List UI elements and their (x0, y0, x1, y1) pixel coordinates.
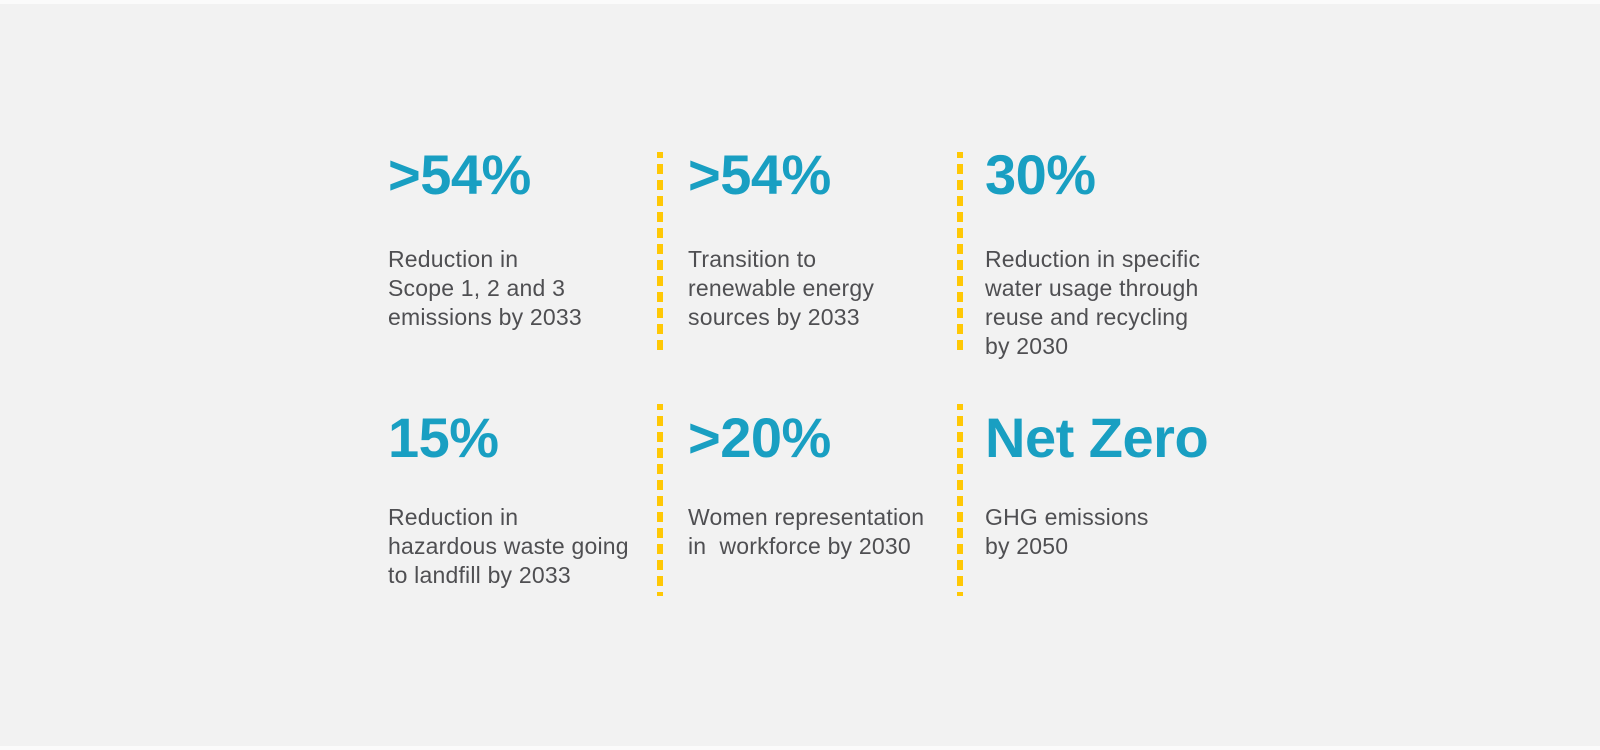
dashed-divider-row2-col1 (657, 404, 663, 596)
top-edge-strip (0, 0, 1600, 4)
stat-value-net-zero: Net Zero (985, 406, 1209, 469)
stat-value-women-workforce: >20% (688, 406, 831, 469)
stat-desc-net-zero: GHG emissions by 2050 (985, 504, 1149, 559)
stat-desc-water-usage: Reduction in specific water usage throug… (985, 246, 1201, 359)
stat-desc-women-workforce: Women representation in workforce by 203… (688, 504, 925, 559)
dashed-divider-row1-col1 (657, 152, 663, 356)
stat-value-water-usage: 30% (985, 143, 1096, 206)
stat-value-renewable-energy: >54% (688, 143, 831, 206)
stat-desc-hazardous-waste: Reduction in hazardous waste going to la… (388, 504, 629, 588)
dashed-divider-row2-col2 (957, 404, 963, 596)
bottom-edge-strip (0, 746, 1600, 750)
stat-desc-scope-emissions: Reduction in Scope 1, 2 and 3 emissions … (388, 246, 582, 330)
stat-desc-renewable-energy: Transition to renewable energy sources b… (688, 246, 875, 330)
stat-value-scope-emissions: >54% (388, 143, 531, 206)
stat-value-hazardous-waste: 15% (388, 406, 499, 469)
dashed-divider-row1-col2 (957, 152, 963, 356)
